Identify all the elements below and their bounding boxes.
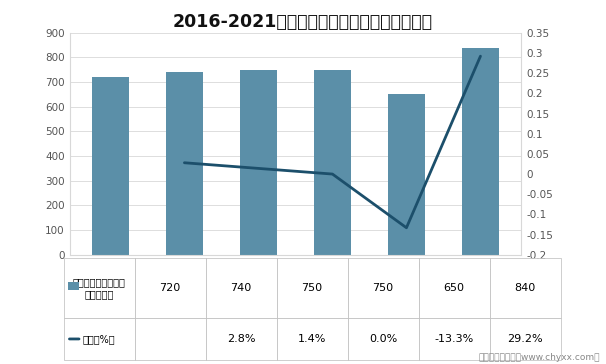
Bar	[388, 94, 425, 255]
Text: 2016-2021年全球天然钻石终端零售额及增速: 2016-2021年全球天然钻石终端零售额及增速	[173, 13, 433, 31]
Bar	[92, 77, 129, 255]
Bar	[462, 48, 499, 255]
FancyBboxPatch shape	[68, 282, 79, 290]
Bar	[166, 72, 203, 255]
Bar	[240, 70, 277, 255]
Bar	[314, 70, 351, 255]
Text: 制图：智研咨询（www.chyxx.com）: 制图：智研咨询（www.chyxx.com）	[479, 353, 600, 362]
